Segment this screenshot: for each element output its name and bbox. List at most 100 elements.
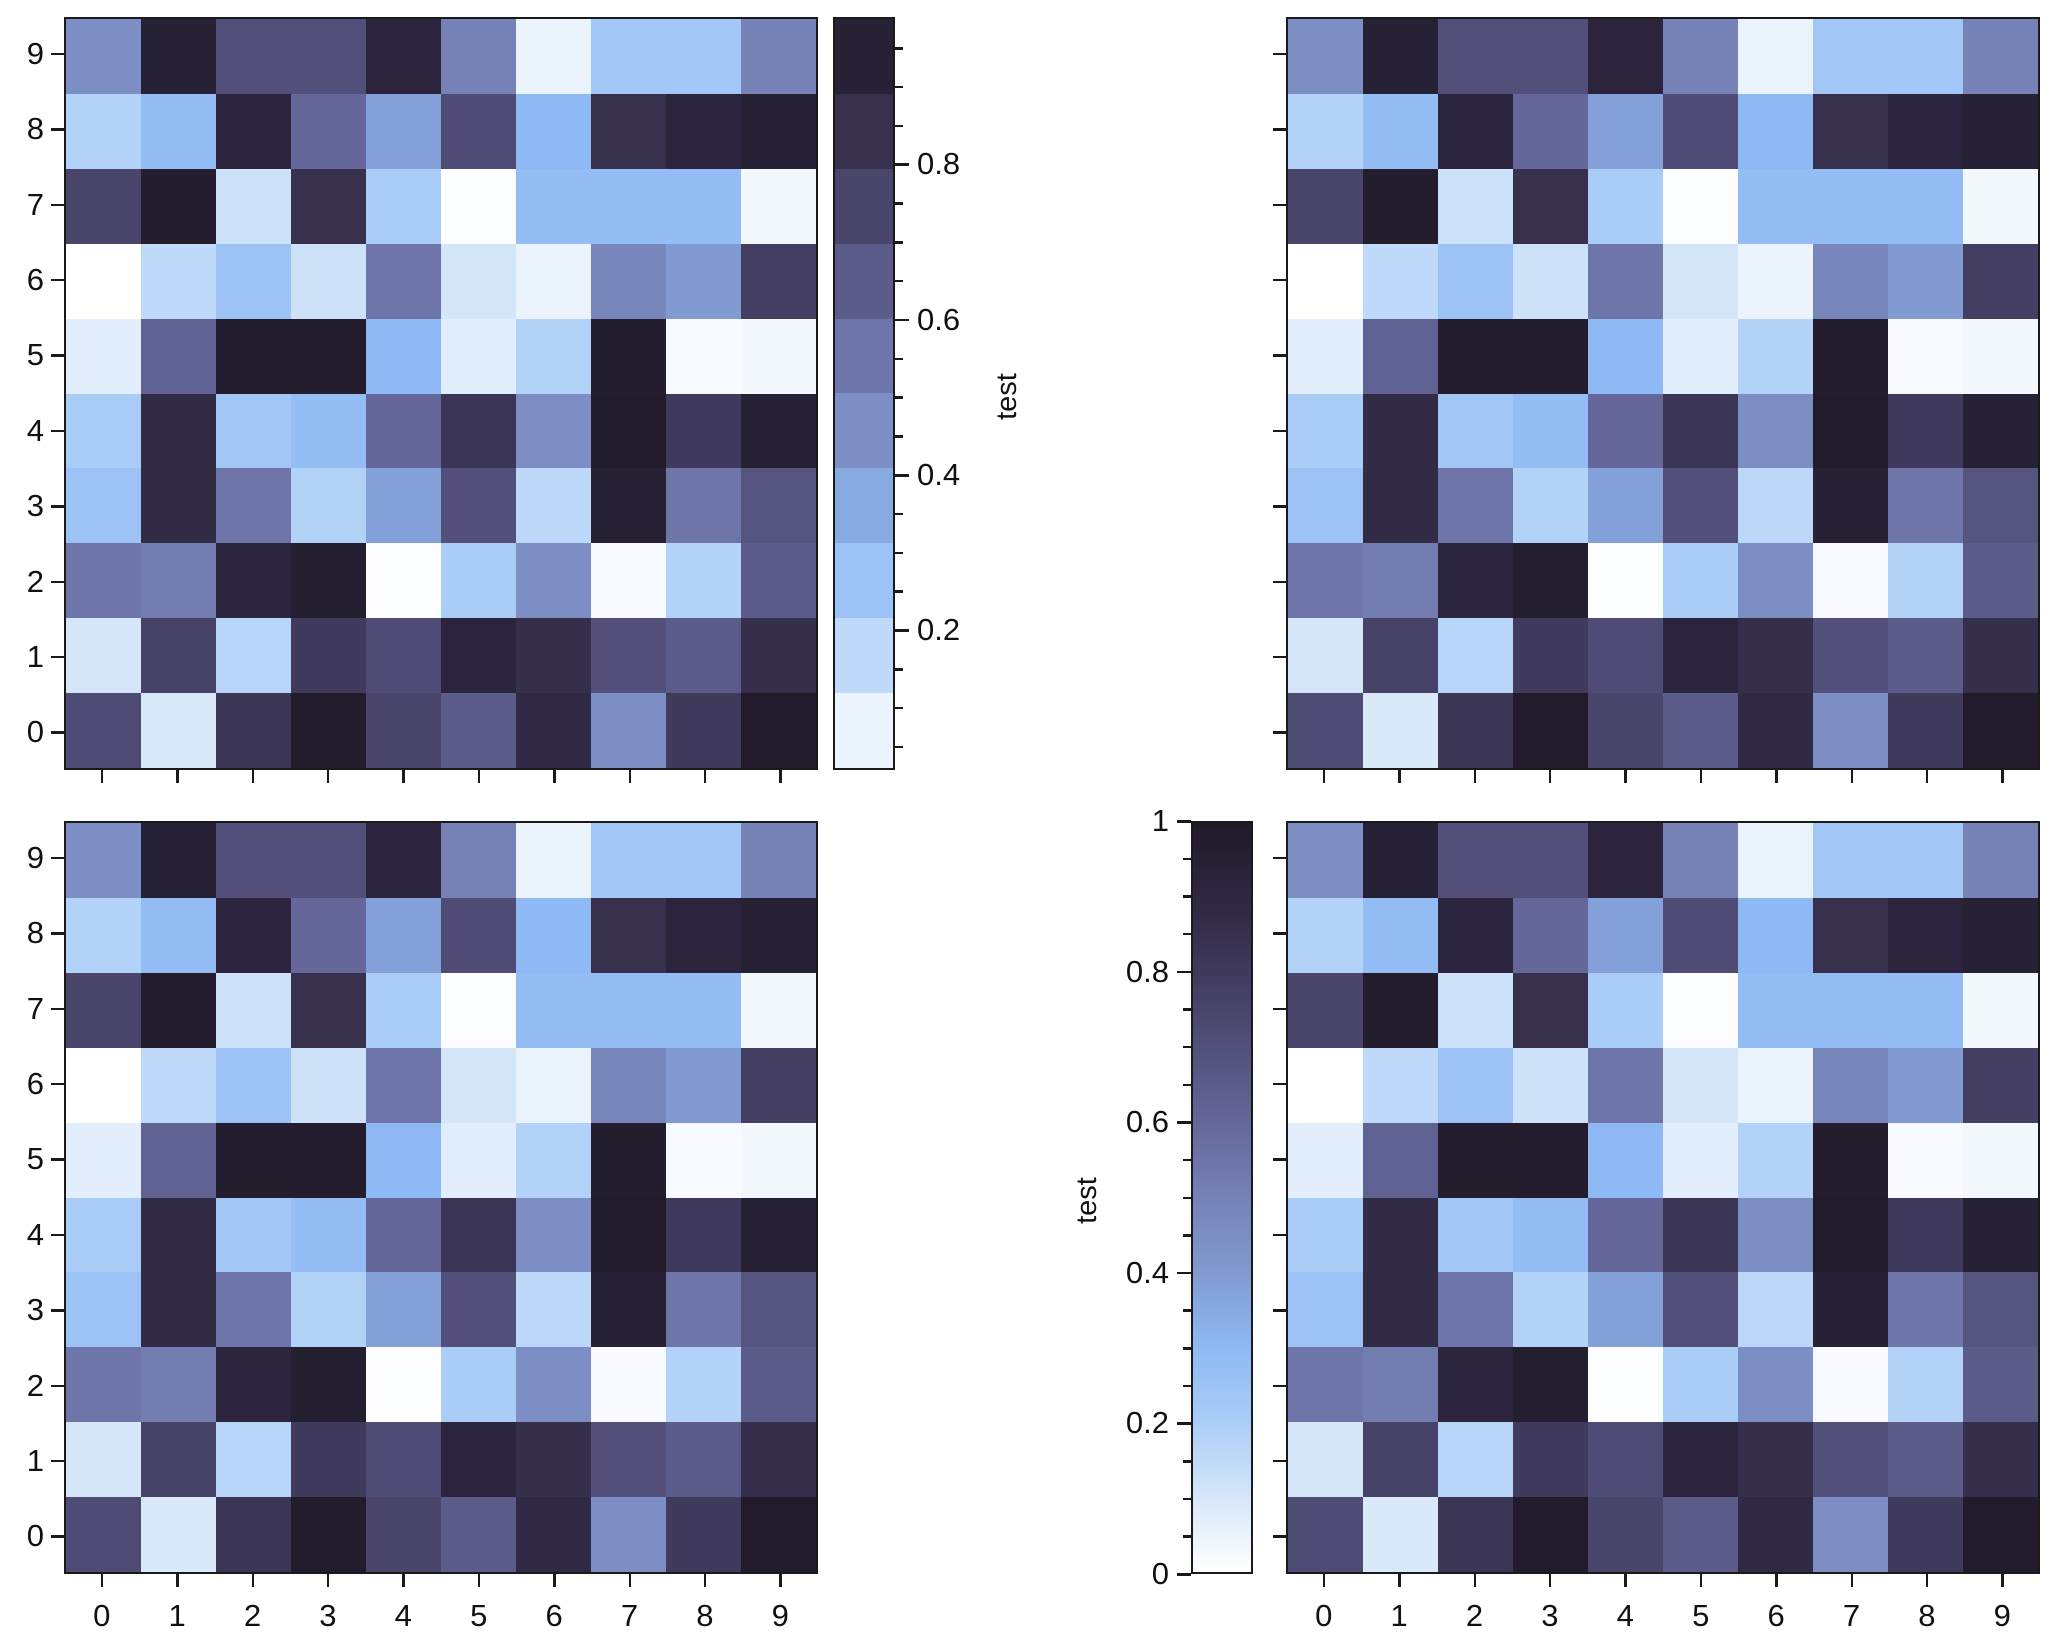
tick-mark [51,1384,64,1387]
heatmap-cell [516,1047,591,1123]
tick-mark [628,1574,631,1587]
tick-label: 0.8 [1125,953,1169,989]
heatmap-cell [591,823,666,898]
heatmap-cell [741,1197,816,1273]
heatmap-cell [666,1422,741,1498]
heatmap-cell [66,543,141,619]
heatmap-cell [1738,93,1813,169]
heatmap-cell [1888,1422,1963,1498]
heatmap-cell [1438,823,1513,898]
heatmap-cell [1288,1347,1363,1423]
colorbar-level [835,543,893,619]
heatmap-cell [216,1347,291,1423]
tick-label: 0.4 [917,457,961,492]
heatmap-cell [441,1122,516,1198]
heatmap-cell [216,1272,291,1348]
tick-mark [1183,1083,1191,1087]
tick-mark [176,770,179,783]
heatmap-cell [516,1497,591,1572]
heatmap-cell [1738,468,1813,544]
tick-mark [51,580,64,583]
tick-label: 1 [168,1598,186,1633]
heatmap-cell [1663,1272,1738,1348]
tick-mark [779,770,782,783]
heatmap-cell [366,693,441,768]
tick-mark [1177,820,1191,823]
heatmap-cell [1888,1347,1963,1423]
heatmap-cell [666,897,741,973]
heatmap-cell [741,393,816,469]
heatmap-cell [1363,468,1438,544]
heatmap-cell [1288,1197,1363,1273]
heatmap-cell [1813,318,1888,394]
tick-mark [51,1158,64,1161]
heatmap-cell [141,693,216,768]
heatmap-cell [1438,543,1513,619]
colorbar-level [835,318,893,394]
colorbar-level [835,393,893,469]
heatmap-cell [741,19,816,94]
heatmap-cell [216,823,291,898]
tick-mark [895,551,903,555]
tick-label: 0.4 [1125,1254,1169,1290]
heatmap-cell [441,1497,516,1572]
colorbar-level [835,168,893,244]
heatmap-cell [66,972,141,1048]
heatmap-cell [216,1122,291,1198]
tick-label: 1 [1151,803,1169,838]
heatmap-cell [1663,1197,1738,1273]
heatmap-cell [1963,1197,2038,1273]
heatmap-cell [441,243,516,319]
tick-mark [553,1574,556,1587]
heatmap-cell [1813,543,1888,619]
tick-mark [895,668,903,671]
colorbar-level [835,19,893,94]
tick-label: 9 [26,35,44,71]
tick-mark [895,124,903,128]
heatmap-cell [291,1197,366,1273]
heatmap-cell [1963,972,2038,1048]
heatmap-cell [441,1047,516,1123]
heatmap-cell [1738,1347,1813,1423]
heatmap-cell [366,168,441,244]
tick-mark [1273,1535,1286,1538]
tick-mark [1273,856,1286,860]
tick-mark [51,655,64,659]
heatmap-cell [516,1272,591,1348]
heatmap-cell [1963,393,2038,469]
heatmap-cell [666,1347,741,1423]
tick-label: 1 [1390,1598,1408,1633]
tick-mark [1624,770,1627,783]
tick-mark [1322,1574,1326,1587]
heatmap-cell [441,1197,516,1273]
tick-label: 7 [26,990,44,1026]
heatmap-cell [1963,1422,2038,1498]
tick-mark [895,202,903,205]
tick-mark [51,1459,64,1463]
heatmap-cell [366,1422,441,1498]
heatmap-cell [141,318,216,394]
heatmap-cell [441,19,516,94]
heatmap-cell [366,19,441,94]
heatmap-cell [291,1122,366,1198]
heatmap-cell [1813,1272,1888,1348]
heatmap-cell [441,1272,516,1348]
heatmap-cell [666,19,741,94]
tick-label: 3 [26,488,44,524]
heatmap-cell [1288,168,1363,244]
tick-mark [251,1574,254,1587]
heatmap-cell [1438,168,1513,244]
tick-mark [1548,770,1552,783]
tick-label: 5 [26,1141,44,1177]
tick-mark [51,1309,64,1312]
tick-label: 9 [771,1598,789,1633]
tick-mark [1273,1007,1286,1010]
heatmap-cell [1663,543,1738,619]
heatmap-cell [216,972,291,1048]
tick-label: 5 [470,1598,488,1633]
heatmap-cell [291,618,366,694]
heatmap-cell [1813,1347,1888,1423]
heatmap-cell [441,543,516,619]
heatmap-cell [1738,1422,1813,1498]
heatmap-cell [516,1347,591,1423]
